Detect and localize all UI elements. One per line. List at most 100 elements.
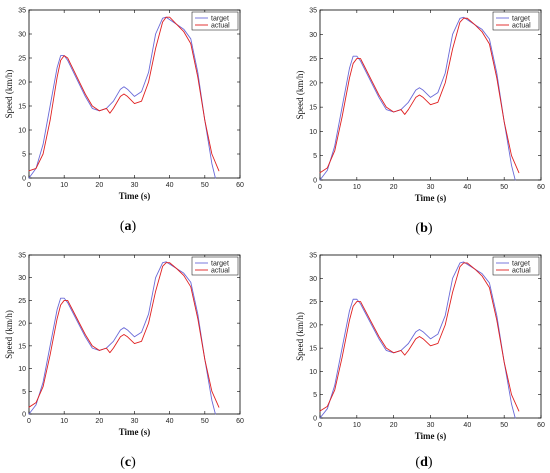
legend-label-actual: actual [211, 22, 230, 29]
y-tick-label: 30 [309, 32, 317, 39]
legend-label-target: target [211, 260, 229, 267]
chart-panel-1: 0 10 20 30 40 50 60 0 5 10 15 20 25 30 35 Time (s) Speed… [4, 8, 244, 235]
x-tick-label: 40 [463, 184, 471, 191]
x-tick-label: 50 [201, 182, 209, 189]
y-tick-label: 5 [22, 152, 26, 159]
x-tick-label: 0 [318, 184, 322, 191]
legend-label-target: target [211, 15, 229, 22]
x-tick-label: 60 [236, 418, 244, 425]
y-tick-label: 10 [309, 129, 317, 136]
series-line-target [28, 261, 216, 415]
x-tick-label: 50 [500, 422, 508, 429]
y-tick-label: 25 [309, 56, 317, 63]
x-tick-label: 0 [27, 418, 31, 425]
x-axis-label: Time (s) [119, 191, 151, 201]
series-line-actual [28, 16, 220, 172]
y-tick-label: 20 [18, 80, 26, 87]
legend-label-target: target [512, 260, 530, 267]
legend-box [191, 11, 239, 31]
chart-panel-3: 0 10 20 30 40 50 60 0 5 10 15 20 25 30 35 Time (s) Speed… [4, 253, 244, 471]
x-tick-label: 50 [500, 184, 508, 191]
chart-panel-4: 0 10 20 30 40 50 60 0 5 10 15 20 25 30 35 Time (s) Speed… [295, 253, 545, 471]
panel-label: (c) [120, 455, 136, 470]
y-tick-label: 20 [309, 80, 317, 87]
y-tick-label: 0 [22, 412, 26, 419]
y-axis-label: Speed (km/h) [295, 312, 305, 361]
x-tick-label: 40 [166, 418, 174, 425]
x-tick-label: 10 [353, 184, 361, 191]
x-tick-label: 20 [390, 184, 398, 191]
y-tick-label: 35 [18, 8, 26, 15]
series-line-target [319, 16, 516, 181]
y-tick-label: 0 [313, 178, 317, 185]
x-tick-label: 20 [390, 422, 398, 429]
x-axis-label: Time (s) [415, 431, 447, 441]
x-tick-label: 50 [201, 418, 209, 425]
x-tick-label: 10 [60, 182, 68, 189]
y-tick-label: 15 [18, 104, 26, 111]
legend-box [191, 256, 239, 276]
x-axis-label: Time (s) [119, 427, 151, 437]
panel-label: (d) [415, 455, 432, 470]
x-tick-label: 30 [427, 184, 435, 191]
plot-frame [28, 254, 241, 415]
plot-frame [319, 254, 542, 419]
y-tick-label: 10 [309, 369, 317, 376]
y-tick-label: 15 [309, 346, 317, 353]
series-line-actual [319, 262, 520, 412]
x-tick-label: 60 [537, 422, 545, 429]
chart-panel-2: 0 10 20 30 40 50 60 0 5 10 15 20 25 30 35 Time (s) Speed… [295, 8, 545, 237]
y-tick-label: 35 [309, 8, 317, 15]
y-tick-label: 25 [18, 298, 26, 305]
y-tick-label: 10 [18, 366, 26, 373]
y-tick-label: 30 [18, 32, 26, 39]
y-tick-label: 0 [22, 176, 26, 183]
series-line-target [319, 261, 516, 419]
y-axis-label: Speed (km/h) [295, 71, 305, 120]
x-tick-label: 40 [166, 182, 174, 189]
x-tick-label: 60 [236, 182, 244, 189]
y-tick-label: 30 [18, 275, 26, 282]
legend-label-actual: actual [512, 267, 531, 274]
y-tick-label: 5 [313, 392, 317, 399]
x-tick-label: 0 [318, 422, 322, 429]
x-tick-label: 30 [131, 418, 139, 425]
plot-frame [28, 9, 241, 179]
y-tick-label: 5 [313, 153, 317, 160]
y-tick-label: 25 [309, 299, 317, 306]
series-line-actual [319, 17, 520, 174]
y-tick-label: 35 [18, 253, 26, 260]
y-tick-label: 20 [309, 322, 317, 329]
x-tick-label: 0 [27, 182, 31, 189]
x-tick-label: 30 [131, 182, 139, 189]
series-line-actual [28, 262, 220, 408]
x-tick-label: 30 [427, 422, 435, 429]
x-tick-label: 10 [60, 418, 68, 425]
y-tick-label: 25 [18, 56, 26, 63]
panel-label: (b) [415, 221, 432, 236]
legend-label-target: target [512, 15, 530, 22]
x-tick-label: 20 [95, 182, 103, 189]
x-tick-label: 40 [463, 422, 471, 429]
y-axis-label: Speed (km/h) [4, 310, 14, 359]
y-tick-label: 0 [313, 416, 317, 423]
x-axis-label: Time (s) [415, 193, 447, 203]
y-tick-label: 5 [22, 389, 26, 396]
y-tick-label: 10 [18, 128, 26, 135]
y-tick-label: 30 [309, 276, 317, 283]
series-line-target [28, 16, 216, 179]
legend-box [492, 256, 540, 276]
legend-label-actual: actual [512, 22, 531, 29]
y-tick-label: 15 [309, 105, 317, 112]
panel-label: (a) [120, 219, 137, 234]
x-tick-label: 10 [353, 422, 361, 429]
y-tick-label: 20 [18, 321, 26, 328]
plot-frame [319, 9, 542, 181]
y-tick-label: 35 [309, 253, 317, 260]
y-axis-label: Speed (km/h) [4, 70, 14, 119]
